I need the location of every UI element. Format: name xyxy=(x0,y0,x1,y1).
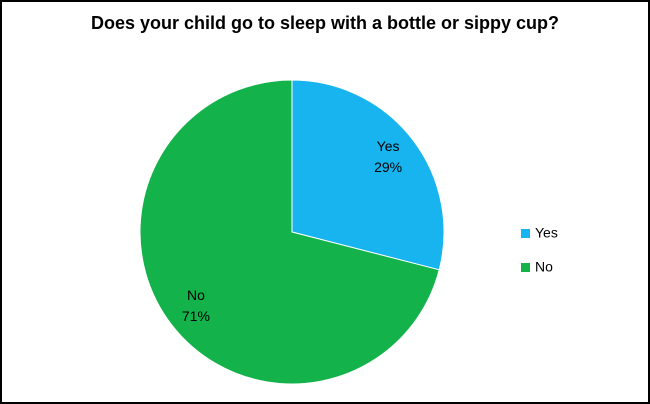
data-label-category: No xyxy=(187,287,205,303)
data-label-value: 71% xyxy=(182,308,210,324)
pie-slice xyxy=(291,79,445,271)
data-label-value: 29% xyxy=(374,159,402,175)
pie-slice xyxy=(139,79,440,385)
chart-title: Does your child go to sleep with a bottl… xyxy=(91,13,559,33)
legend-swatch xyxy=(521,263,530,272)
legend-label: No xyxy=(535,259,553,275)
legend-swatch xyxy=(521,229,530,238)
legend-label: Yes xyxy=(535,225,558,241)
data-label-category: Yes xyxy=(377,138,400,154)
